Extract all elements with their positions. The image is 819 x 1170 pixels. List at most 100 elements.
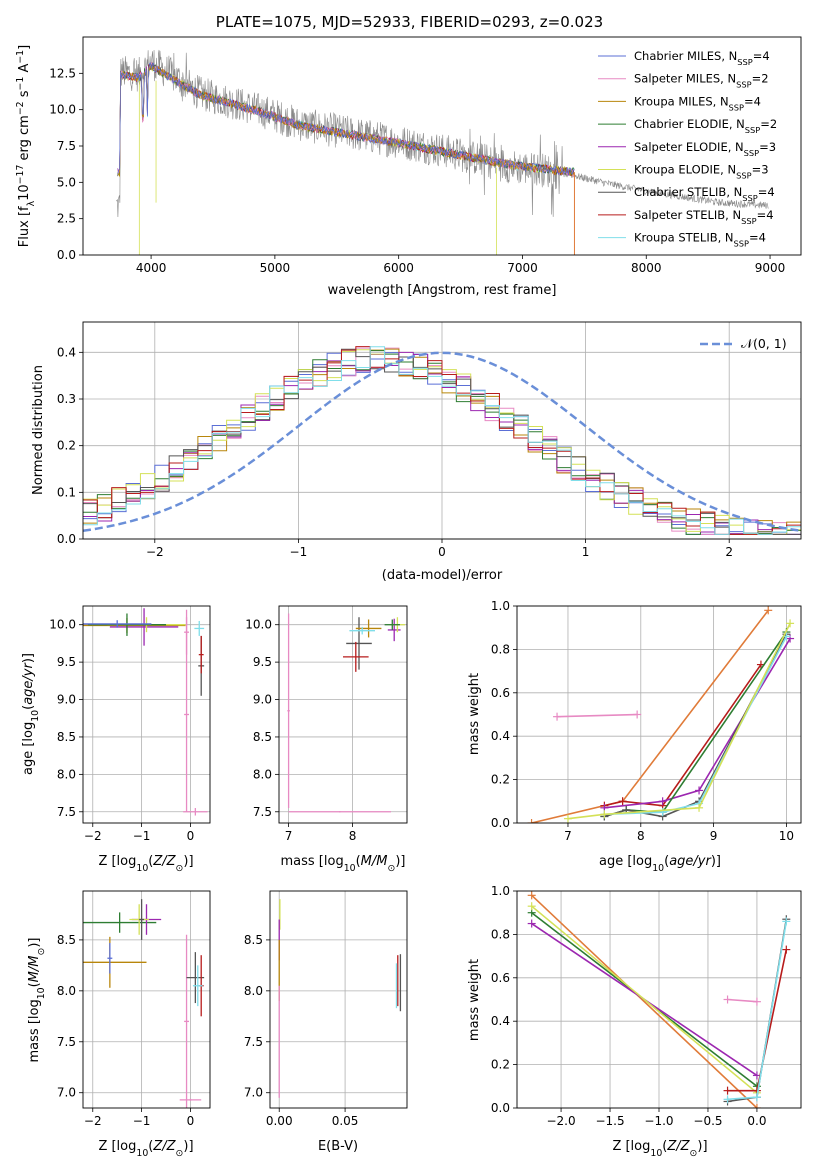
y-axis-label-part: 10 (17, 184, 32, 201)
legend-label-part: SSP (742, 193, 757, 203)
y-tick-label: 8.5 (57, 730, 76, 744)
y-tick-label: 0.0 (57, 532, 76, 546)
y-tick-label: 10.0 (49, 103, 76, 117)
y-axis-label-part: erg cm (17, 115, 32, 164)
x-axis-label-part: Z [log (612, 1139, 650, 1154)
y-tick-label: 12.5 (49, 66, 76, 80)
x-axis-label-part: Z/Z (666, 1139, 690, 1154)
weight-line (604, 638, 791, 809)
x-tick-label: 9000 (755, 261, 786, 275)
x-tick-label: 1 (582, 545, 590, 559)
y-tick-label: 2.5 (57, 212, 76, 226)
x-tick-label: 9 (710, 829, 718, 843)
x-tick-label: −1 (290, 545, 308, 559)
legend-label-part: Chabrier MILES, N (634, 49, 737, 63)
x-axis-label-part: Z [log (98, 854, 136, 869)
y-tick-label: 7.0 (244, 1086, 263, 1100)
x-tick-label: 5000 (260, 261, 291, 275)
mass-vs-z-axes: −2 −1 0 7.0 7.5 8.0 8.5 (57, 891, 210, 1128)
y-tick-label: 7.5 (57, 805, 76, 819)
x-tick-label: 0 (187, 829, 195, 843)
x-tick-label: −2 (146, 545, 164, 559)
y-tick-label: 0.0 (491, 1101, 510, 1115)
mass-vs-ebv-frame (269, 890, 408, 1109)
x-axis-label: mass [log10(M/M⊙)] (281, 854, 406, 874)
y-tick-label: 8.5 (253, 730, 272, 744)
weight-vs-age-frame (516, 605, 802, 824)
y-axis-label: mass weight (467, 673, 482, 755)
legend-label: Chabrier ELODIE, NSSP=2 (634, 117, 777, 135)
y-tick-label: 9.0 (253, 693, 272, 707)
x-axis-label-part: mass [log (281, 854, 344, 869)
y-axis-label-part: )] (21, 653, 36, 663)
x-axis-label-part: ⊙ (690, 1148, 698, 1159)
spectrum-axes: 4000 5000 6000 7000 8000 9000 0.0 2.5 5.0 7.5 10.0… (49, 66, 785, 275)
model-spectrum-8 (117, 62, 575, 175)
legend-label-part: Salpeter STELIB, N (634, 208, 741, 222)
data-spectrum (116, 49, 769, 218)
weight-line (557, 713, 638, 718)
x-tick-label: −2 (84, 1114, 102, 1128)
y-tick-label: 0.1 (57, 485, 76, 499)
y-axis-label-part: 10 (36, 987, 47, 999)
y-axis-label-part: −1 (15, 50, 26, 64)
y-tick-label: 10.0 (245, 618, 272, 632)
x-tick-label: −0.5 (693, 1114, 722, 1128)
weight-line (727, 998, 757, 1003)
x-axis-label-part: ( (356, 854, 361, 869)
y-tick-label: 7.0 (57, 1086, 76, 1100)
histogram-7 (83, 346, 801, 535)
x-tick-label: 8 (637, 829, 645, 843)
x-axis-label-part: 10 (136, 1148, 148, 1159)
legend-label: Chabrier STELIB, NSSP=4 (634, 185, 775, 203)
spectrum-plot (116, 49, 769, 255)
x-tick-label: 0 (438, 545, 446, 559)
y-tick-label: 0.4 (57, 345, 76, 359)
legend-label-part: Kroupa MILES, N (634, 94, 729, 108)
legend-label-part: SSP (745, 125, 760, 135)
legend-label-part: SSP (734, 239, 749, 249)
x-tick-label: 7000 (507, 261, 538, 275)
y-tick-label: 1.0 (491, 884, 510, 898)
legend-label: 𝒩(0, 1) (741, 336, 787, 351)
x-tick-label: 8000 (631, 261, 662, 275)
x-tick-label: 10 (779, 829, 794, 843)
mass-vs-z-plot (83, 899, 205, 1108)
x-tick-label: 7 (285, 829, 293, 843)
y-tick-label: 8.0 (244, 984, 263, 998)
y-tick-label: 0.3 (57, 392, 76, 406)
x-axis-label: Z [log10(Z/Z⊙)] (98, 1139, 193, 1159)
legend-label: Salpeter STELIB, NSSP=4 (634, 208, 774, 226)
y-axis-label-part: s (17, 90, 32, 101)
y-axis-label-part: ⊙ (36, 948, 47, 956)
weight-vs-age-plot (527, 606, 795, 823)
legend-label-part: Chabrier STELIB, N (634, 185, 742, 199)
age-vs-mass-frame (278, 605, 408, 824)
age-vs-z-axes: −2 −1 0 7.5 8.0 8.5 9.0 9.5 10.0 (49, 606, 210, 843)
y-tick-label: 8.0 (57, 984, 76, 998)
legend-label-part: =4 (753, 49, 770, 63)
x-tick-label: 4000 (136, 261, 167, 275)
x-axis-label-part: Z [log (98, 1139, 136, 1154)
legend-label-part: =4 (749, 231, 766, 245)
residuals-frame (82, 321, 802, 540)
x-tick-label: 2 (725, 545, 733, 559)
legend-label-part: Kroupa ELODIE, N (634, 163, 736, 177)
age-vs-z-plot (83, 608, 208, 816)
y-tick-label: 0.0 (491, 816, 510, 830)
y-axis-label: mass [log10(M/M⊙)] (27, 938, 47, 1063)
legend-label-part: Kroupa STELIB, N (634, 231, 734, 245)
age-vs-mass-plot (287, 613, 406, 813)
x-axis-label: Z [log10(Z/Z⊙)] (98, 854, 193, 874)
residuals-axes: −2 −1 0 1 2 0.0 0.1 0.2 0.3 0.4 (57, 322, 801, 559)
legend-label: Kroupa STELIB, NSSP=4 (634, 231, 766, 249)
y-axis-label-part: ( (21, 705, 36, 710)
mass-vs-ebv-axes: 0.00 0.05 7.0 7.5 8.0 8.5 (244, 891, 407, 1128)
x-axis-label-part: 10 (136, 863, 148, 874)
x-tick-label: 0.00 (266, 1114, 293, 1128)
age-vs-z-frame (82, 605, 211, 824)
y-axis-label: age [log10(age/yr)] (21, 653, 41, 775)
x-axis-label-part: Z/Z (152, 854, 176, 869)
x-axis-label: age [log10(age/yr)] (599, 854, 721, 874)
